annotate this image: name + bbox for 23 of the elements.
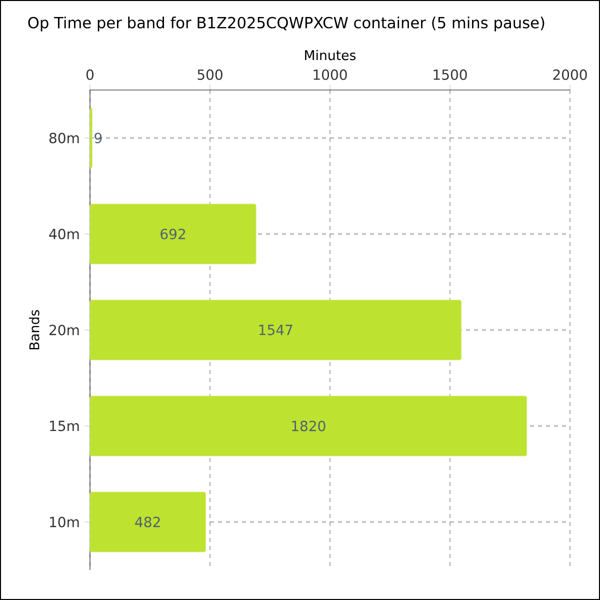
bar — [90, 492, 206, 552]
data-label: 1547 — [259, 324, 292, 336]
data-label: 692 — [160, 228, 185, 240]
data-label: 482 — [135, 516, 160, 528]
chart-title: Op Time per band for B1Z2025CQWPXCW container (5 mins pause) — [28, 16, 544, 32]
y-tick-label: 40m — [49, 228, 79, 240]
y-axis-title: Bands — [29, 310, 40, 350]
bar — [90, 108, 92, 168]
bar — [90, 300, 462, 360]
data-label: 9 — [94, 132, 102, 144]
x-tick-label: 0 — [86, 69, 94, 80]
y-tick-label: 20m — [50, 324, 79, 336]
x-tick-label: 1500 — [434, 69, 467, 80]
x-tick-label: 500 — [198, 69, 222, 80]
x-axis-title: Minutes — [305, 50, 356, 60]
x-tick-label: 1000 — [314, 69, 347, 80]
y-tick-label: 10m — [50, 516, 79, 528]
data-label: 1820 — [292, 420, 326, 432]
x-tick-label: 2000 — [553, 69, 587, 80]
bar — [90, 396, 528, 456]
bar — [90, 204, 256, 264]
y-tick-label: 80m — [49, 132, 79, 144]
y-tick-label: 15m — [50, 420, 79, 432]
